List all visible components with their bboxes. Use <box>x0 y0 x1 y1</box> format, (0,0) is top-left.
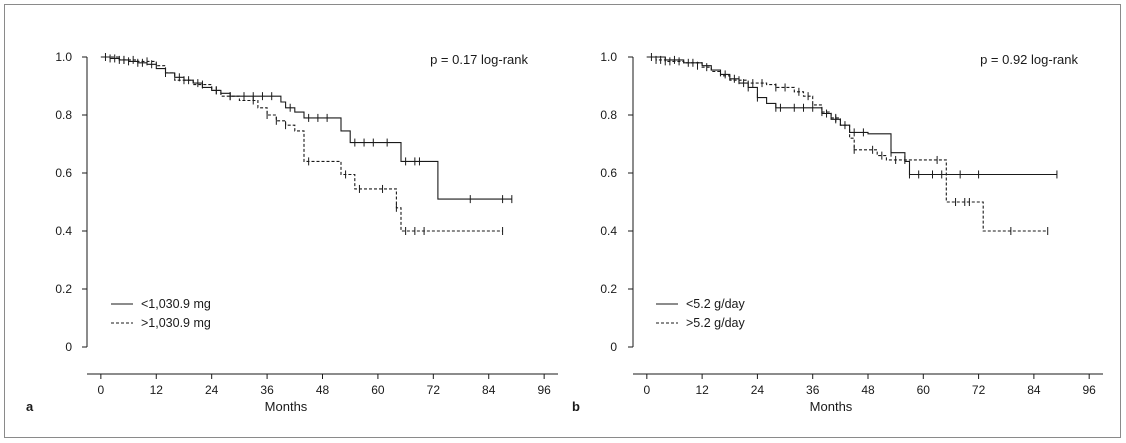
panel-b-x-tick-label: 72 <box>972 383 986 397</box>
panel-b-series-1-curve <box>646 56 1057 176</box>
panel-b-y-tick-label: 0 <box>610 340 617 354</box>
panel-b-legend: <5.2 g/day >5.2 g/day <box>656 297 745 330</box>
panel-b-x-tick-label: 36 <box>806 383 820 397</box>
panel-b-y-tick-label: 0.8 <box>600 108 617 122</box>
panel-a-x-tick-label: 0 <box>98 383 105 397</box>
panel-a-x-tick-label: 12 <box>150 383 164 397</box>
panel-a-legend-label-2: >1,030.9 mg <box>141 316 211 330</box>
panel-a-x-tick-label: 24 <box>205 383 219 397</box>
panel-a-y-tick-label: 0.8 <box>55 108 72 122</box>
panel-a-y-tick-label: 1.0 <box>55 50 72 64</box>
panel-a-legend: <1,030.9 mg >1,030.9 mg <box>111 297 211 330</box>
panel-a: a Months p = 0.17 log-rank <1,030.9 mg >… <box>26 50 558 414</box>
figure-frame <box>4 4 1121 438</box>
panel-b-x-axis-label: Months <box>810 399 853 414</box>
panel-b-pvalue-annotation: p = 0.92 log-rank <box>980 52 1078 67</box>
panel-a-pvalue-annotation: p = 0.17 log-rank <box>430 52 528 67</box>
panel-a-series-2-curve <box>100 56 503 232</box>
panel-b-legend-label-1: <5.2 g/day <box>686 297 745 311</box>
panel-a-series-1-curve <box>100 56 512 200</box>
panel-a-x-tick-label: 36 <box>260 383 274 397</box>
panel-b-legend-label-2: >5.2 g/day <box>686 316 745 330</box>
panel-a-x-tick-label: 48 <box>316 383 330 397</box>
panel-b-y-tick-label: 0.4 <box>600 224 617 238</box>
panel-b-x-tick-label: 48 <box>861 383 875 397</box>
panel-b-x-tick-label: 24 <box>751 383 765 397</box>
panel-b-y-tick-label: 0.6 <box>600 166 617 180</box>
panel-a-x-axis-label: Months <box>265 399 308 414</box>
panel-b-series-2-curve <box>646 56 1048 232</box>
panel-b: b Months p = 0.92 log-rank <5.2 g/day >5… <box>572 50 1103 414</box>
panel-a-y-tick-label: 0.2 <box>55 282 72 296</box>
panel-b-x-tick-label: 12 <box>695 383 709 397</box>
panel-a-x-tick-label: 60 <box>371 383 385 397</box>
panel-a-x-tick-label: 72 <box>427 383 441 397</box>
panel-b-x-tick-label: 96 <box>1082 383 1096 397</box>
panel-b-y-tick-label: 1.0 <box>600 50 617 64</box>
panel-a-y-tick-label: 0.6 <box>55 166 72 180</box>
panel-b-x-tick-label: 60 <box>917 383 931 397</box>
panel-a-label: a <box>26 399 34 414</box>
panel-a-legend-label-1: <1,030.9 mg <box>141 297 211 311</box>
panel-b-y-tick-label: 0.2 <box>600 282 617 296</box>
panel-a-y-tick-label: 0.4 <box>55 224 72 238</box>
panel-a-x-tick-label: 96 <box>537 383 551 397</box>
panel-b-label: b <box>572 399 580 414</box>
panel-b-x-tick-label: 84 <box>1027 383 1041 397</box>
panel-a-y-tick-label: 0 <box>65 340 72 354</box>
panel-b-x-tick-label: 0 <box>643 383 650 397</box>
panel-a-x-tick-label: 84 <box>482 383 496 397</box>
